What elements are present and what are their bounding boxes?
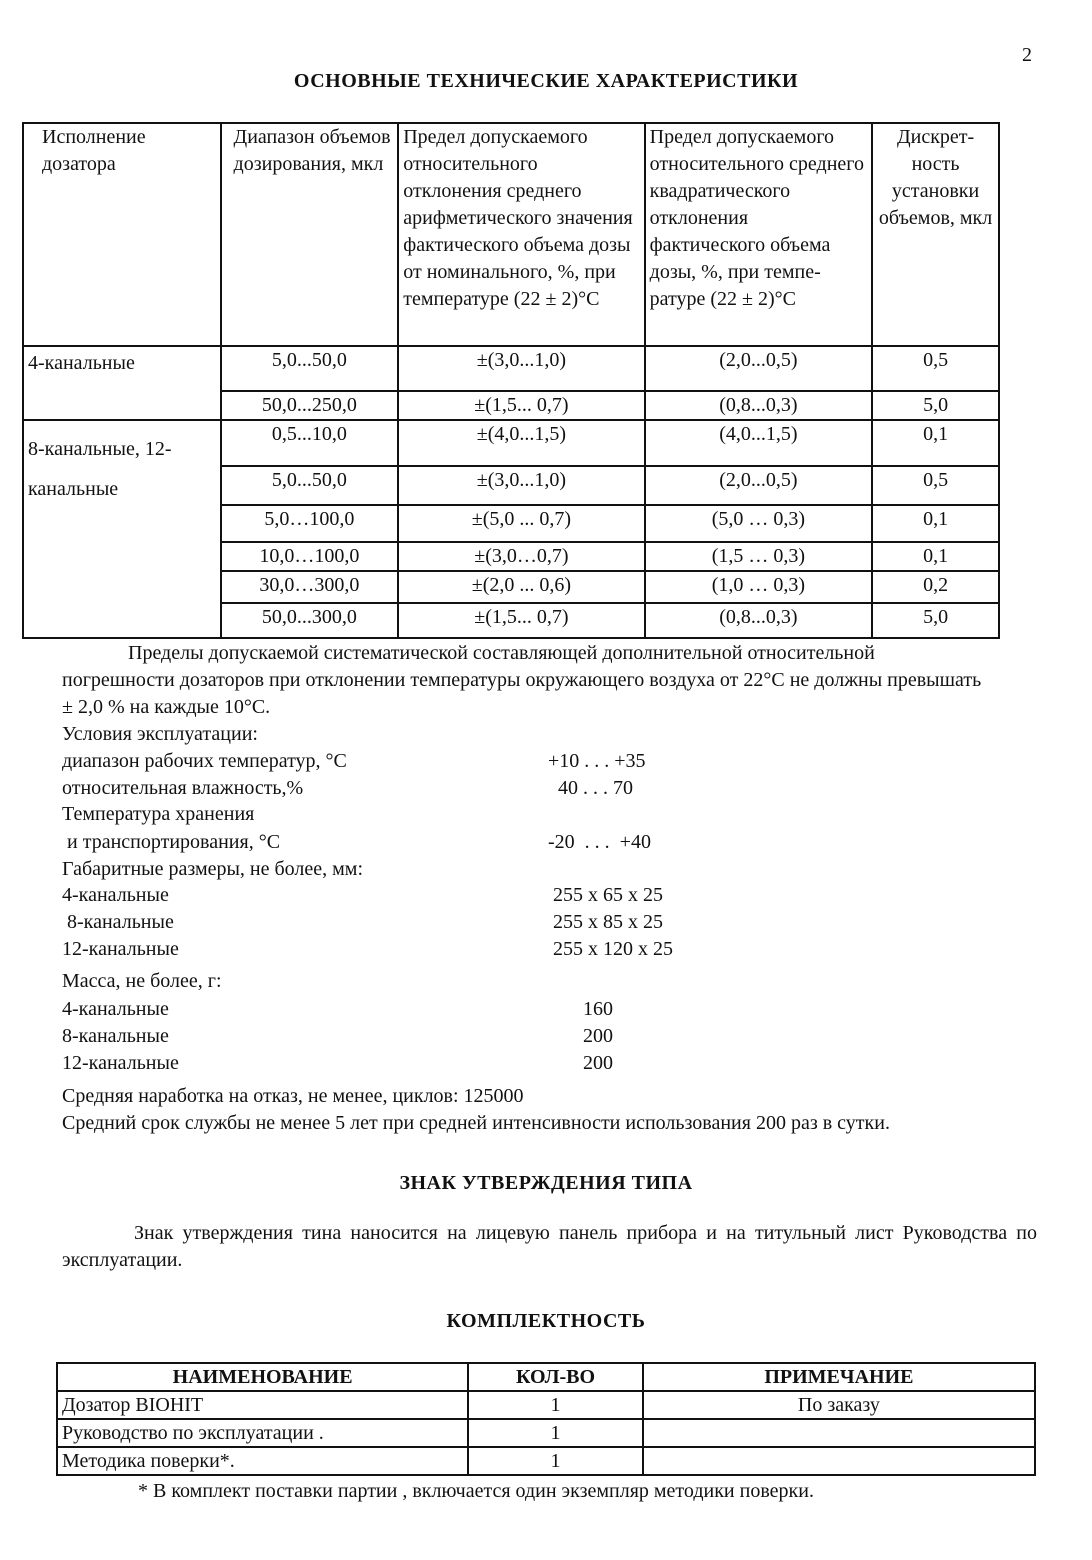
cell: 0,1 bbox=[871, 419, 1000, 467]
cell: (2,0...0,5) bbox=[643, 345, 874, 392]
cell: 0,2 bbox=[871, 570, 1000, 604]
header-cell: Предел допускаемого относительного средн… bbox=[643, 122, 874, 347]
spec-value: 200 bbox=[548, 1025, 613, 1047]
spec-label: Температура хранения bbox=[62, 803, 255, 825]
cell: 10,0…100,0 bbox=[219, 541, 400, 572]
table-row: 8-канальные, 12-канальные 0,5...10,0 ±(4… bbox=[22, 419, 1000, 639]
spec-value: 255 x 65 x 25 bbox=[548, 884, 663, 906]
cell: 5,0 bbox=[871, 390, 1000, 421]
cell: (1,0 … 0,3) bbox=[643, 570, 874, 604]
cell: (4,0...1,5) bbox=[643, 419, 874, 467]
cell: (0,8...0,3) bbox=[643, 602, 874, 639]
cell bbox=[641, 1418, 1037, 1448]
spec-value: 160 bbox=[548, 998, 613, 1020]
cell: 5,0 bbox=[871, 602, 1000, 639]
header-cell: Исполнение дозатора bbox=[22, 122, 222, 347]
table-row: 10,0…100,0 ±(3,0…0,7) (1,5 … 0,3) 0,1 bbox=[23, 541, 1000, 572]
spec-label: 4-канальные bbox=[62, 884, 169, 906]
cell: 1 bbox=[467, 1390, 644, 1420]
table-row: 5,0...50,0 ±(3,0...1,0) (2,0...0,5) 0,5 bbox=[23, 465, 1000, 506]
spec-label: 12-канальные bbox=[62, 938, 179, 960]
spec-label: Средний срок службы не менее 5 лет при с… bbox=[62, 1112, 890, 1134]
approval-text: Знак утверждения тина наносится на лицев… bbox=[62, 1222, 1037, 1271]
section-title-kit: КОМПЛЕКТНОСТЬ bbox=[446, 1310, 646, 1332]
cell: (2,0...0,5) bbox=[643, 465, 874, 506]
header-cell: НАИМЕНОВАНИЕ bbox=[55, 1362, 470, 1392]
cell: ±(1,5... 0,7) bbox=[397, 602, 646, 639]
spec-label: и транспортирования, °С bbox=[62, 831, 281, 853]
cell: ±(1,5... 0,7) bbox=[397, 390, 646, 421]
spec-label: 8-канальные bbox=[62, 911, 174, 933]
cell: Дозатор BIOHIT bbox=[55, 1390, 470, 1420]
table-row: 50,0...300,0 ±(1,5... 0,7) (0,8...0,3) 5… bbox=[23, 602, 1000, 639]
cell: 0,1 bbox=[871, 504, 1000, 543]
spec-value: 40 . . . 70 bbox=[548, 777, 633, 799]
spec-label: Средняя наработка на отказ, не менее, ци… bbox=[62, 1085, 524, 1107]
header-cell: Предел допускаемого относительного откло… bbox=[397, 122, 646, 347]
spec-label: Масса, не более, г: bbox=[62, 970, 222, 992]
cell: 5,0...50,0 bbox=[219, 465, 400, 506]
table-row: 4-канальные 5,0...50,0 ±(3,0...1,0) (2,0… bbox=[22, 345, 1000, 421]
cell: 5,0…100,0 bbox=[219, 504, 400, 543]
spec-table: Исполнение дозатора Диапазон объемов доз… bbox=[22, 122, 1000, 639]
cell: 0,5 bbox=[871, 465, 1000, 506]
spec-label: 12-канальные bbox=[62, 1052, 179, 1074]
spec-value: +10 . . . +35 bbox=[548, 750, 646, 772]
cell: 5,0...50,0 bbox=[219, 345, 400, 392]
cell: 50,0...250,0 bbox=[219, 390, 400, 421]
cell: (0,8...0,3) bbox=[643, 390, 874, 421]
cell: (5,0 … 0,3) bbox=[643, 504, 874, 543]
spec-label: относительная влажность,% bbox=[62, 777, 304, 799]
temperature-paragraph: Пределы допускаемой систематической сост… bbox=[62, 642, 982, 718]
cell: 30,0…300,0 bbox=[219, 570, 400, 604]
header-cell: КОЛ-ВО bbox=[467, 1362, 644, 1392]
header-cell: Диапазон объемов дозирования, мкл bbox=[219, 122, 400, 347]
cell: Методика поверки*. bbox=[55, 1446, 470, 1476]
table-row: 30,0…300,0 ±(2,0 ... 0,6) (1,0 … 0,3) 0,… bbox=[23, 570, 1000, 604]
cell: 1 bbox=[467, 1446, 644, 1476]
section-title-specs: ОСНОВНЫЕ ТЕХНИЧЕСКИЕ ХАРАКТЕРИСТИКИ bbox=[293, 70, 799, 92]
cell: ±(5,0 ... 0,7) bbox=[397, 504, 646, 543]
header-cell: ПРИМЕЧАНИЕ bbox=[641, 1362, 1037, 1392]
cell: ±(2,0 ... 0,6) bbox=[397, 570, 646, 604]
cell: Руководство по эксплуатации . bbox=[55, 1418, 470, 1448]
header-cell: Дискрет-ность установки объемов, мкл bbox=[871, 122, 1000, 347]
spec-value: 255 x 85 x 25 bbox=[548, 911, 663, 933]
cell: (1,5 … 0,3) bbox=[643, 541, 874, 572]
cell: По заказу bbox=[641, 1390, 1037, 1420]
cell: 1 bbox=[467, 1418, 644, 1448]
cell: 0,5...10,0 bbox=[219, 419, 400, 467]
kit-table: НАИМЕНОВАНИЕ КОЛ-ВО ПРИМЕЧАНИЕ Дозатор B… bbox=[55, 1362, 1037, 1476]
table-row: Руководство по эксплуатации . 1 bbox=[55, 1418, 1037, 1448]
table-row: 50,0...250,0 ±(1,5... 0,7) (0,8...0,3) 5… bbox=[23, 390, 1000, 421]
table-row: Дозатор BIOHIT 1 По заказу bbox=[55, 1390, 1037, 1420]
spec-value: 200 bbox=[548, 1052, 613, 1074]
cell: 50,0...300,0 bbox=[219, 602, 400, 639]
spec-label: 4-канальные bbox=[62, 998, 169, 1020]
cell: ±(3,0...1,0) bbox=[397, 465, 646, 506]
cell: ±(4,0...1,5) bbox=[397, 419, 646, 467]
cell: ±(3,0…0,7) bbox=[397, 541, 646, 572]
spec-label: Габаритные размеры, не более, мм: bbox=[62, 858, 364, 880]
cell: 0,1 bbox=[871, 541, 1000, 572]
footnote: * В комплект поставки партии , включаетс… bbox=[138, 1480, 814, 1502]
cell: 0,5 bbox=[871, 345, 1000, 392]
group-label: 4-канальные bbox=[22, 345, 222, 421]
section-title-approval: ЗНАК УТВЕРЖДЕНИЯ ТИПА bbox=[399, 1172, 693, 1194]
spec-value: -20 . . . +40 bbox=[548, 831, 651, 853]
table-row: Методика поверки*. 1 bbox=[55, 1446, 1037, 1476]
spec-label: Условия эксплуатации: bbox=[62, 723, 258, 745]
spec-label: 8-канальные bbox=[62, 1025, 169, 1047]
cell bbox=[641, 1446, 1037, 1476]
spec-value: 255 x 120 x 25 bbox=[548, 938, 673, 960]
spec-label: диапазон рабочих температур, °С bbox=[62, 750, 347, 772]
table-row: 5,0…100,0 ±(5,0 ... 0,7) (5,0 … 0,3) 0,1 bbox=[23, 504, 1000, 543]
cell: ±(3,0...1,0) bbox=[397, 345, 646, 392]
page-number: 2 bbox=[1022, 44, 1032, 66]
group-label: 8-канальные, 12-канальные bbox=[22, 419, 222, 639]
